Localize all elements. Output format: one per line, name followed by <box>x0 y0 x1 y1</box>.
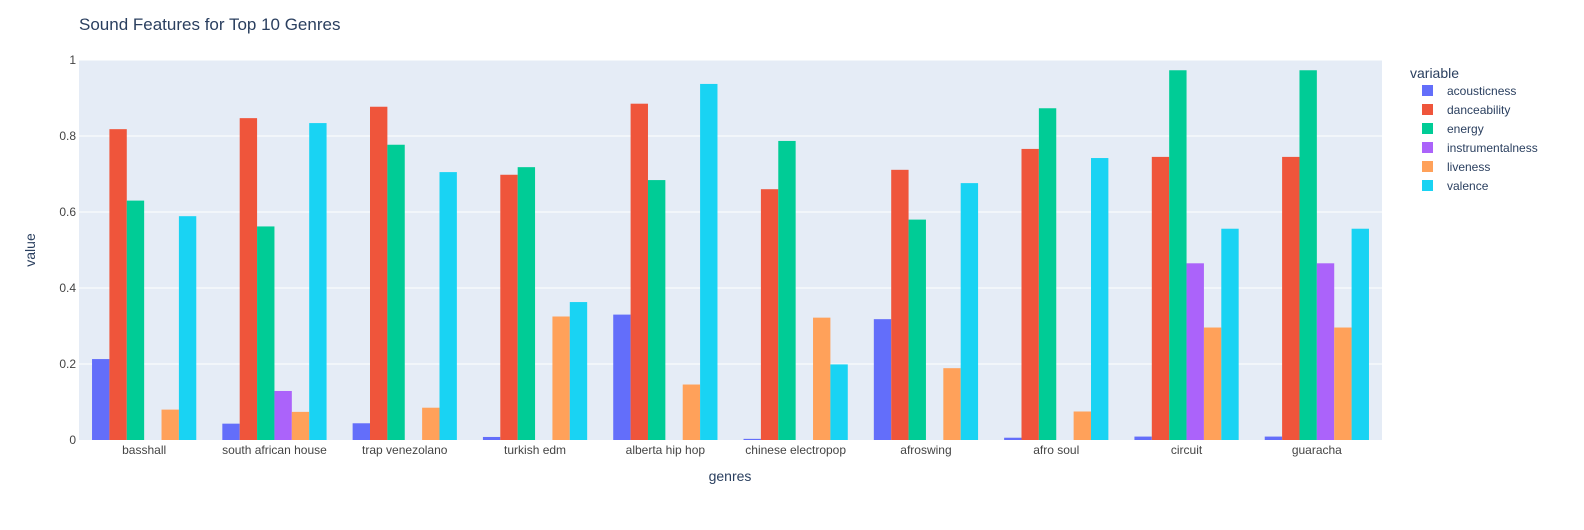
y-axis-ticks: 0 0.2 0.4 0.6 0.8 1 <box>59 53 76 447</box>
legend-swatch-valence[interactable] <box>1422 180 1433 191</box>
bar-liveness[interactable] <box>1334 327 1352 440</box>
legend-label-liveness[interactable]: liveness <box>1447 160 1490 174</box>
bar-valence[interactable] <box>178 216 197 440</box>
bar-danceability[interactable] <box>630 103 648 440</box>
legend-label-valence[interactable]: valence <box>1447 179 1489 193</box>
bar-energy[interactable] <box>1169 70 1187 440</box>
bar-energy[interactable] <box>1038 108 1057 440</box>
bar-valence[interactable] <box>309 123 327 440</box>
y-tick-label: 0.6 <box>59 205 76 219</box>
legend-swatch-instrumentalness[interactable] <box>1422 142 1433 153</box>
bar-acousticness[interactable] <box>1134 436 1152 440</box>
x-tick-label: chinese electropop <box>745 443 846 457</box>
x-tick-label: guaracha <box>1292 443 1342 457</box>
bar-energy[interactable] <box>126 200 145 440</box>
x-tick-label: alberta hip hop <box>626 443 706 457</box>
bar-liveness[interactable] <box>552 316 570 441</box>
bar-danceability[interactable] <box>109 129 127 440</box>
bar-instrumentalness[interactable] <box>274 390 292 440</box>
x-tick-label: turkish edm <box>504 443 566 457</box>
bar-danceability[interactable] <box>500 174 518 440</box>
bar-energy[interactable] <box>908 219 926 440</box>
legend-label-acousticness[interactable]: acousticness <box>1447 84 1516 98</box>
bar-acousticness[interactable] <box>352 423 371 440</box>
legend-swatch-acousticness[interactable] <box>1422 85 1433 96</box>
bar-danceability[interactable] <box>1021 148 1039 441</box>
bar-valence[interactable] <box>830 364 848 440</box>
bar-danceability[interactable] <box>891 169 909 440</box>
bar-liveness[interactable] <box>682 384 701 440</box>
x-tick-label: trap venezolano <box>362 443 448 457</box>
bar-energy[interactable] <box>257 226 275 440</box>
bar-energy[interactable] <box>647 180 666 440</box>
legend-label-danceability[interactable]: danceability <box>1447 103 1510 117</box>
bar-instrumentalness[interactable] <box>1186 263 1204 440</box>
bar-danceability[interactable] <box>1151 156 1170 440</box>
legend-swatch-danceability[interactable] <box>1422 104 1433 115</box>
bar-liveness[interactable] <box>161 409 179 440</box>
bar-valence[interactable] <box>1351 228 1369 440</box>
bar-valence[interactable] <box>439 172 457 440</box>
bar-danceability[interactable] <box>370 106 388 441</box>
legend-swatch-liveness[interactable] <box>1422 161 1433 172</box>
legend-items: acousticness danceability energy instrument… <box>1422 84 1538 193</box>
bar-liveness[interactable] <box>813 317 831 440</box>
y-axis-label: value <box>22 233 38 267</box>
x-axis-label: genres <box>709 468 752 484</box>
y-tick-label: 0.4 <box>59 281 76 295</box>
bar-liveness[interactable] <box>291 411 310 440</box>
bar-danceability[interactable] <box>760 189 779 440</box>
bar-energy[interactable] <box>387 144 405 441</box>
x-tick-label: south african house <box>222 443 327 457</box>
bar-acousticness[interactable] <box>873 319 892 440</box>
bar-acousticness[interactable] <box>1264 436 1283 440</box>
legend-swatch-energy[interactable] <box>1422 123 1433 134</box>
legend: variable acousticness danceability energy i… <box>1410 65 1538 193</box>
legend-label-energy[interactable]: energy <box>1447 122 1484 136</box>
chart-title: Sound Features for Top 10 Genres <box>79 15 340 34</box>
legend-label-instrumentalness[interactable]: instrumentalness <box>1447 141 1538 155</box>
bar-acousticness[interactable] <box>613 314 631 440</box>
bar-acousticness[interactable] <box>743 438 761 440</box>
bar-energy[interactable] <box>778 140 796 440</box>
y-tick-label: 1 <box>69 53 76 67</box>
bar-instrumentalness[interactable] <box>1316 263 1335 440</box>
bar-acousticness[interactable] <box>92 359 110 440</box>
bar-valence[interactable] <box>1090 158 1109 441</box>
y-tick-label: 0.2 <box>59 357 76 371</box>
bar-valence[interactable] <box>569 302 588 440</box>
bar-liveness[interactable] <box>1073 411 1091 441</box>
x-axis-ticks: basshall south african house trap venezola… <box>122 443 1342 457</box>
bar-liveness[interactable] <box>1203 327 1222 440</box>
x-tick-label: circuit <box>1171 443 1203 457</box>
legend-title: variable <box>1410 65 1459 81</box>
x-tick-label: afro soul <box>1033 443 1079 457</box>
y-tick-label: 0.8 <box>59 129 76 143</box>
bar-acousticness[interactable] <box>482 436 501 440</box>
bar-acousticness[interactable] <box>222 423 240 440</box>
bar-valence[interactable] <box>960 183 979 440</box>
bar-valence[interactable] <box>1221 228 1239 440</box>
bar-energy[interactable] <box>1299 70 1317 440</box>
bar-liveness[interactable] <box>943 368 961 440</box>
x-tick-label: afroswing <box>900 443 951 457</box>
bar-danceability[interactable] <box>239 118 258 440</box>
x-tick-label: basshall <box>122 443 166 457</box>
bars <box>92 70 1369 441</box>
bar-liveness[interactable] <box>422 407 440 440</box>
bar-danceability[interactable] <box>1282 156 1300 440</box>
bar-energy[interactable] <box>517 167 536 440</box>
y-tick-label: 0 <box>69 433 76 447</box>
bar-acousticness[interactable] <box>1004 437 1022 440</box>
bar-valence[interactable] <box>700 83 718 440</box>
